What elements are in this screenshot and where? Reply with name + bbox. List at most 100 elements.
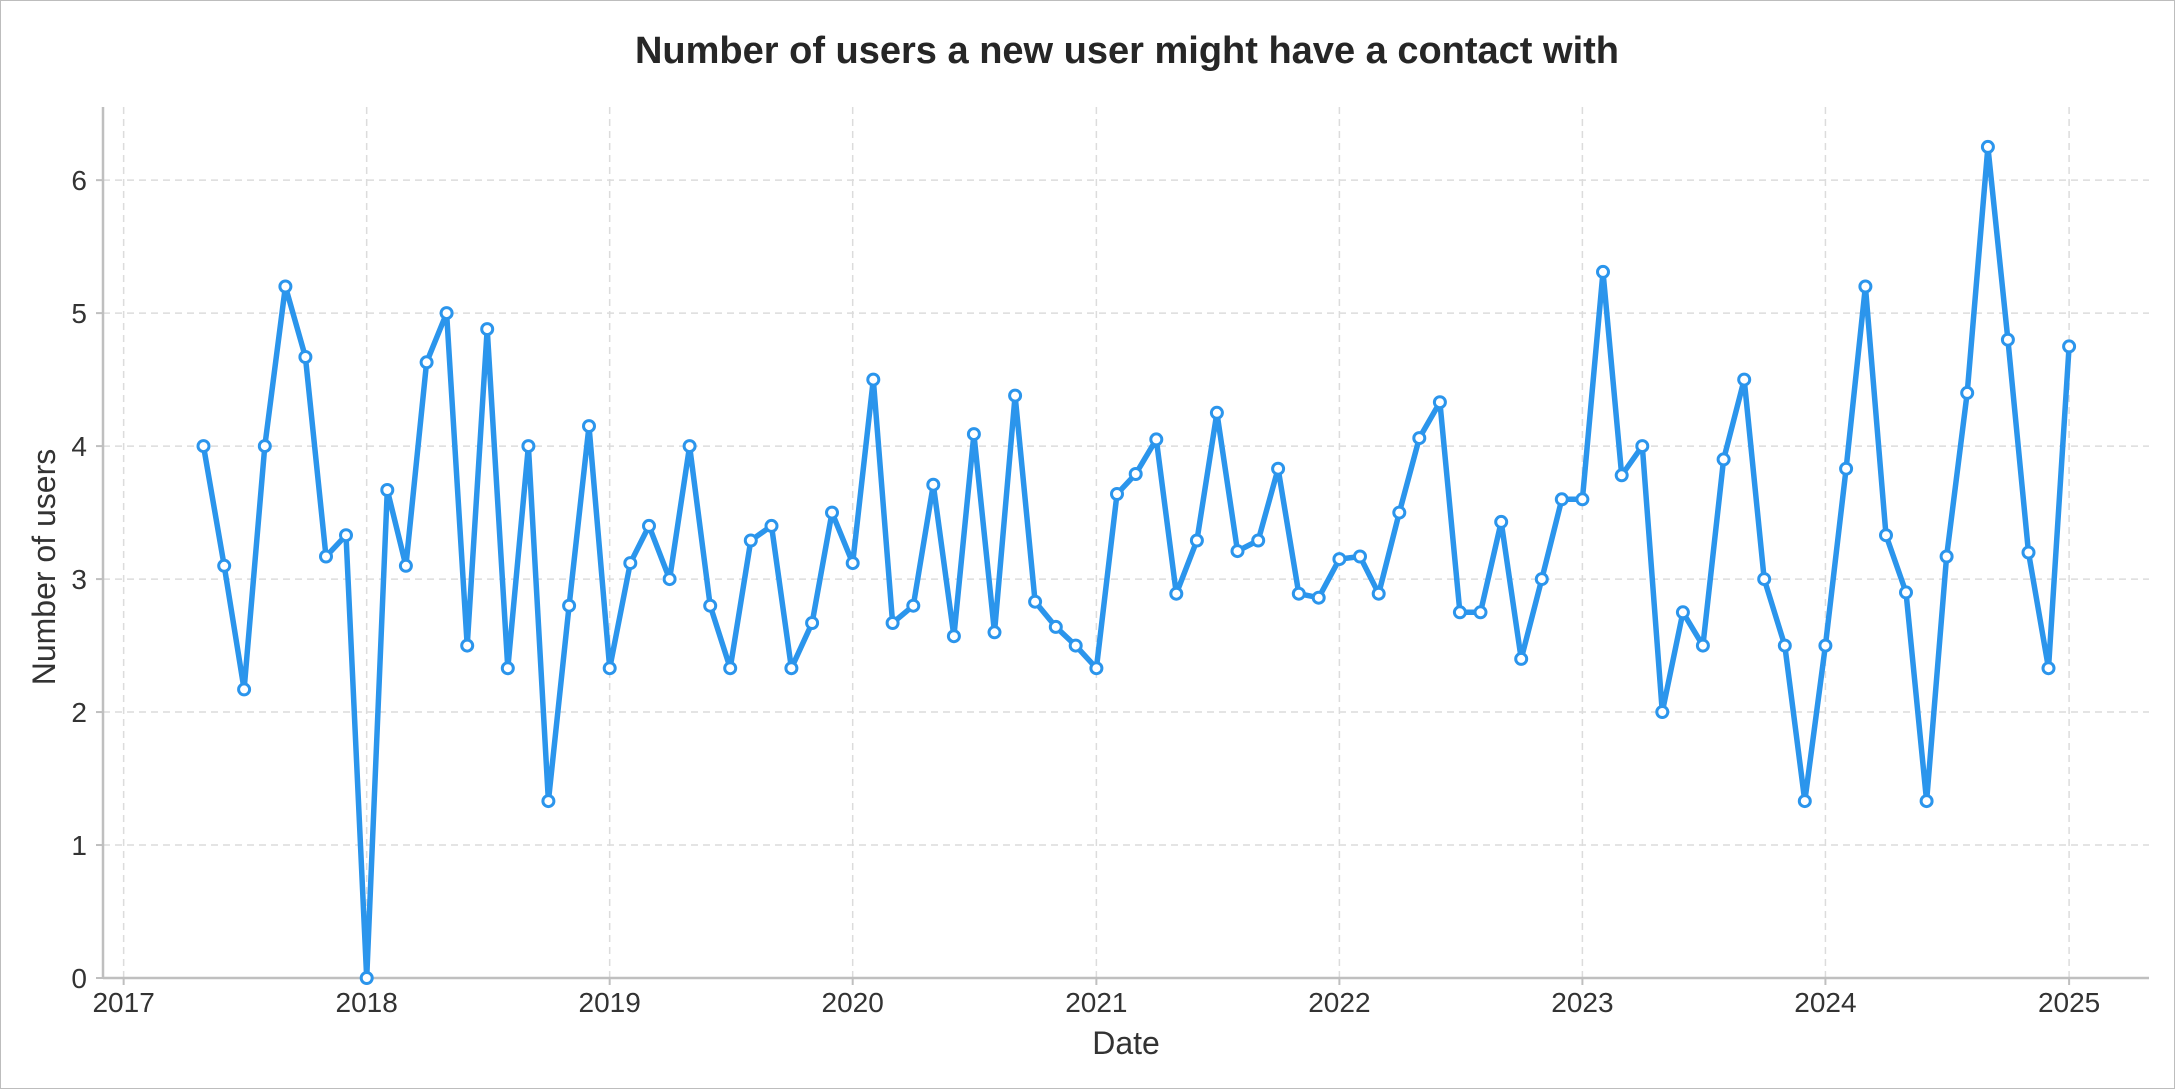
y-tick-label: 4 <box>71 431 87 462</box>
x-tick-label: 2017 <box>92 987 154 1018</box>
data-point <box>1271 461 1286 476</box>
data-point <box>906 598 921 613</box>
data-point <box>682 439 697 454</box>
y-tick-label: 1 <box>71 830 87 861</box>
data-point <box>703 598 718 613</box>
data-point <box>1960 385 1975 400</box>
x-tick-label: 2018 <box>336 987 398 1018</box>
data-point <box>1614 468 1629 483</box>
data-point <box>1655 705 1670 719</box>
data-point <box>1716 452 1731 467</box>
data-point <box>1554 492 1569 507</box>
data-point <box>602 661 617 676</box>
x-tick-label: 2019 <box>579 987 641 1018</box>
x-tick-label: 2025 <box>2038 987 2100 1018</box>
data-point <box>562 598 577 613</box>
y-tick-label: 0 <box>71 963 87 994</box>
data-point <box>1675 605 1690 620</box>
data-point <box>500 661 515 676</box>
data-point <box>1332 552 1347 567</box>
data-point <box>1534 572 1549 587</box>
data-point <box>642 518 656 533</box>
x-tick-label: 2023 <box>1551 987 1613 1018</box>
data-point <box>885 616 900 630</box>
x-axis-label: Date <box>1092 1025 1160 1061</box>
data-point <box>1209 405 1224 420</box>
data-point <box>2000 332 2015 347</box>
data-point <box>380 483 395 497</box>
data-point <box>359 971 374 985</box>
data-point <box>1089 661 1104 676</box>
data-point <box>1777 638 1792 653</box>
data-point <box>966 427 981 442</box>
data-point <box>257 439 272 454</box>
data-point <box>1371 586 1386 601</box>
axes <box>101 107 2149 980</box>
data-point <box>1858 279 1873 294</box>
data-point <box>1432 395 1447 410</box>
data-point <box>1311 590 1326 605</box>
data-point <box>1919 794 1934 809</box>
y-tick-label: 2 <box>71 697 87 728</box>
tick-labels: 2017 2018 2019 2020 2021 2022 2023 2024 2025 0 1 2 3… <box>71 165 2100 1018</box>
data-point <box>1291 586 1306 601</box>
data-point <box>825 505 839 520</box>
data-point <box>1635 439 1650 454</box>
chart-title: Number of users a new user might have a … <box>635 30 1619 72</box>
data-point <box>1353 549 1367 564</box>
data-point <box>1189 533 1204 548</box>
data-point <box>319 549 333 564</box>
data-point <box>339 528 353 543</box>
data-point <box>1251 533 1266 548</box>
data-point <box>1575 492 1590 507</box>
data-point <box>805 616 820 630</box>
data-point <box>845 556 860 571</box>
data-point <box>1169 586 1184 601</box>
data-point <box>1128 467 1143 481</box>
data-point <box>398 558 413 573</box>
data-point <box>521 439 536 454</box>
data-point <box>2041 661 2056 676</box>
data-point <box>217 558 232 573</box>
data-point <box>1473 605 1488 620</box>
data-point <box>1230 544 1245 559</box>
x-tick-label: 2020 <box>822 987 884 1018</box>
data-point <box>1879 528 1893 543</box>
data-point <box>541 794 556 809</box>
data-point <box>723 661 738 676</box>
data-point <box>1514 651 1529 666</box>
data-point <box>1412 431 1427 446</box>
data-point <box>298 350 313 364</box>
data-point <box>278 279 293 294</box>
data-point <box>1048 619 1063 634</box>
x-tick-label: 2022 <box>1308 987 1370 1018</box>
data-point <box>926 477 941 492</box>
data-point <box>1980 139 1995 154</box>
y-tick-label: 6 <box>71 165 87 196</box>
data-point <box>1818 638 1833 653</box>
y-tick-label: 3 <box>71 564 87 595</box>
data-point <box>1939 549 1954 564</box>
data-point <box>1008 388 1023 403</box>
data-point <box>1797 794 1812 809</box>
data-point <box>623 556 638 571</box>
data-point <box>1149 432 1164 447</box>
data-point <box>662 572 677 587</box>
data-point <box>1392 505 1407 520</box>
data-point <box>1068 638 1083 653</box>
data-point <box>480 322 495 337</box>
y-axis-label: Number of users <box>26 449 62 686</box>
y-tick-label: 5 <box>71 298 87 329</box>
data-point <box>237 682 252 697</box>
data-point <box>1028 594 1043 609</box>
data-point <box>866 372 881 387</box>
data-point <box>764 518 779 533</box>
data-point <box>1695 638 1710 653</box>
data-point <box>1839 461 1854 476</box>
data-point <box>1452 605 1467 620</box>
data-point <box>946 629 961 644</box>
data-point <box>439 306 454 321</box>
data-point <box>1494 514 1509 529</box>
series-line <box>200 144 2072 981</box>
